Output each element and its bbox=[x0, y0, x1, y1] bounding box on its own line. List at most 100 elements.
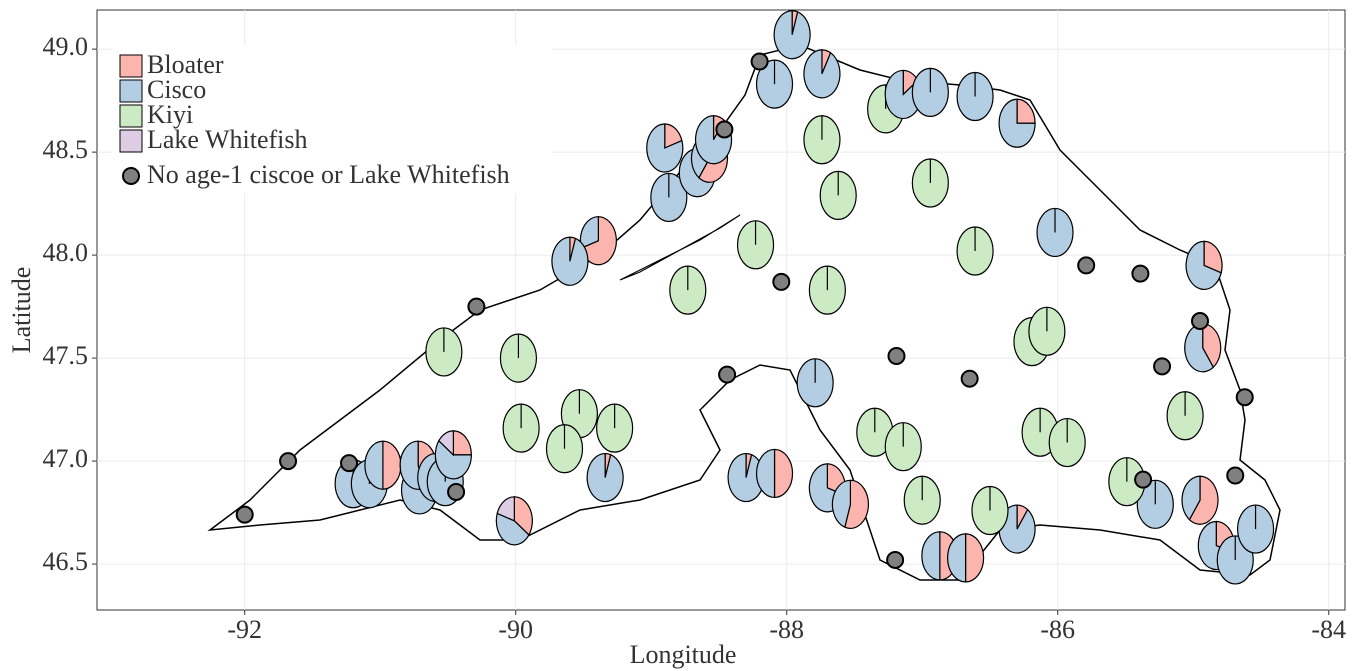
pie-wedge bbox=[513, 496, 533, 536]
y-tick-label: 46.5 bbox=[43, 547, 89, 576]
pie bbox=[1028, 306, 1066, 356]
y-tick-label: 47.0 bbox=[43, 444, 89, 473]
pie-wedge bbox=[1181, 475, 1201, 521]
pie bbox=[1166, 391, 1204, 441]
pie bbox=[956, 71, 994, 122]
marks bbox=[235, 10, 1275, 585]
pie bbox=[499, 333, 538, 383]
pie-wedge bbox=[1185, 240, 1222, 290]
pie bbox=[646, 123, 684, 173]
y-axis-title: Latitude bbox=[7, 267, 36, 354]
pie-wedge bbox=[1203, 240, 1223, 274]
empty-site bbox=[235, 505, 254, 524]
isle-royale bbox=[619, 214, 741, 281]
legend-label: Lake Whitefish bbox=[147, 125, 308, 154]
empty-site bbox=[1134, 470, 1153, 489]
pie-wedge bbox=[1016, 98, 1036, 124]
pie-wedge bbox=[452, 430, 472, 456]
pie bbox=[1108, 457, 1146, 507]
pie-wedge bbox=[646, 123, 684, 173]
y-tick-label: 48.0 bbox=[43, 238, 89, 267]
pie bbox=[998, 98, 1036, 148]
empty-site bbox=[715, 120, 734, 139]
legend-swatch bbox=[122, 167, 140, 185]
pie-wedge bbox=[586, 452, 624, 503]
empty-site bbox=[887, 347, 906, 366]
empty-site bbox=[1235, 388, 1254, 407]
pie-wedge bbox=[921, 531, 941, 581]
pie-wedge bbox=[495, 512, 530, 546]
pie-wedge bbox=[551, 236, 589, 286]
pie-wedge bbox=[947, 533, 967, 583]
legend-swatch bbox=[119, 104, 143, 128]
pie-wedge bbox=[438, 430, 454, 457]
pie-wedge bbox=[434, 439, 472, 480]
empty-site bbox=[1226, 466, 1245, 485]
x-tick-label: -90 bbox=[498, 615, 533, 644]
pie bbox=[1236, 504, 1275, 554]
pie bbox=[796, 358, 834, 408]
pie bbox=[502, 403, 540, 453]
pie bbox=[736, 220, 775, 270]
pie bbox=[831, 479, 869, 529]
legend-swatch bbox=[119, 129, 143, 153]
pie bbox=[596, 403, 634, 453]
pie-wedge bbox=[496, 496, 515, 522]
pie bbox=[956, 226, 994, 276]
empty-site bbox=[772, 272, 791, 291]
pie bbox=[947, 533, 985, 583]
x-axis-title: Longitude bbox=[630, 640, 737, 669]
empty-site bbox=[1191, 312, 1210, 331]
pie-wedge bbox=[998, 98, 1036, 148]
pie bbox=[773, 10, 811, 60]
empty-site bbox=[750, 52, 769, 71]
pie bbox=[1184, 323, 1222, 373]
pie-wedge bbox=[755, 448, 776, 499]
pie-wedge bbox=[803, 49, 841, 99]
pie bbox=[1181, 475, 1219, 525]
pie bbox=[903, 475, 941, 525]
pie bbox=[755, 59, 794, 109]
pie bbox=[364, 440, 402, 490]
pie bbox=[808, 265, 846, 315]
empty-site bbox=[1077, 256, 1096, 275]
pie bbox=[803, 115, 841, 165]
pie-wedge bbox=[773, 10, 811, 60]
pie-wedge bbox=[773, 448, 794, 499]
legend-label: Cisco bbox=[147, 75, 206, 104]
pie bbox=[1048, 417, 1086, 468]
empty-site bbox=[1153, 357, 1172, 376]
empty-site bbox=[718, 365, 737, 384]
pie-wedge bbox=[831, 479, 852, 528]
y-tick-label: 47.5 bbox=[43, 341, 89, 370]
empty-site bbox=[1131, 264, 1150, 283]
pie bbox=[911, 158, 949, 208]
empty-site bbox=[960, 369, 979, 388]
x-tick-label: -86 bbox=[1040, 615, 1075, 644]
pie bbox=[425, 327, 463, 377]
pie bbox=[434, 430, 472, 480]
empty-site bbox=[886, 550, 905, 569]
pie bbox=[586, 452, 624, 503]
legend-swatch bbox=[119, 54, 143, 78]
pie bbox=[1036, 207, 1074, 258]
legend-swatch bbox=[119, 79, 143, 103]
pie bbox=[755, 448, 794, 499]
pie bbox=[495, 496, 533, 546]
pie-wedge bbox=[964, 533, 985, 583]
pie bbox=[803, 49, 841, 99]
y-tick-label: 49.0 bbox=[43, 32, 89, 61]
empty-site bbox=[467, 297, 486, 316]
legend-label: No age-1 ciscoe or Lake Whitefish bbox=[147, 160, 510, 189]
pie bbox=[1136, 479, 1174, 529]
empty-site bbox=[447, 482, 466, 501]
pie bbox=[727, 452, 765, 503]
pie bbox=[1185, 240, 1223, 290]
x-tick-label: -84 bbox=[1311, 615, 1346, 644]
legend-label: Bloater bbox=[147, 50, 224, 79]
x-tick-label: -88 bbox=[769, 615, 804, 644]
x-tick-label: -92 bbox=[227, 615, 262, 644]
pie bbox=[669, 265, 707, 315]
